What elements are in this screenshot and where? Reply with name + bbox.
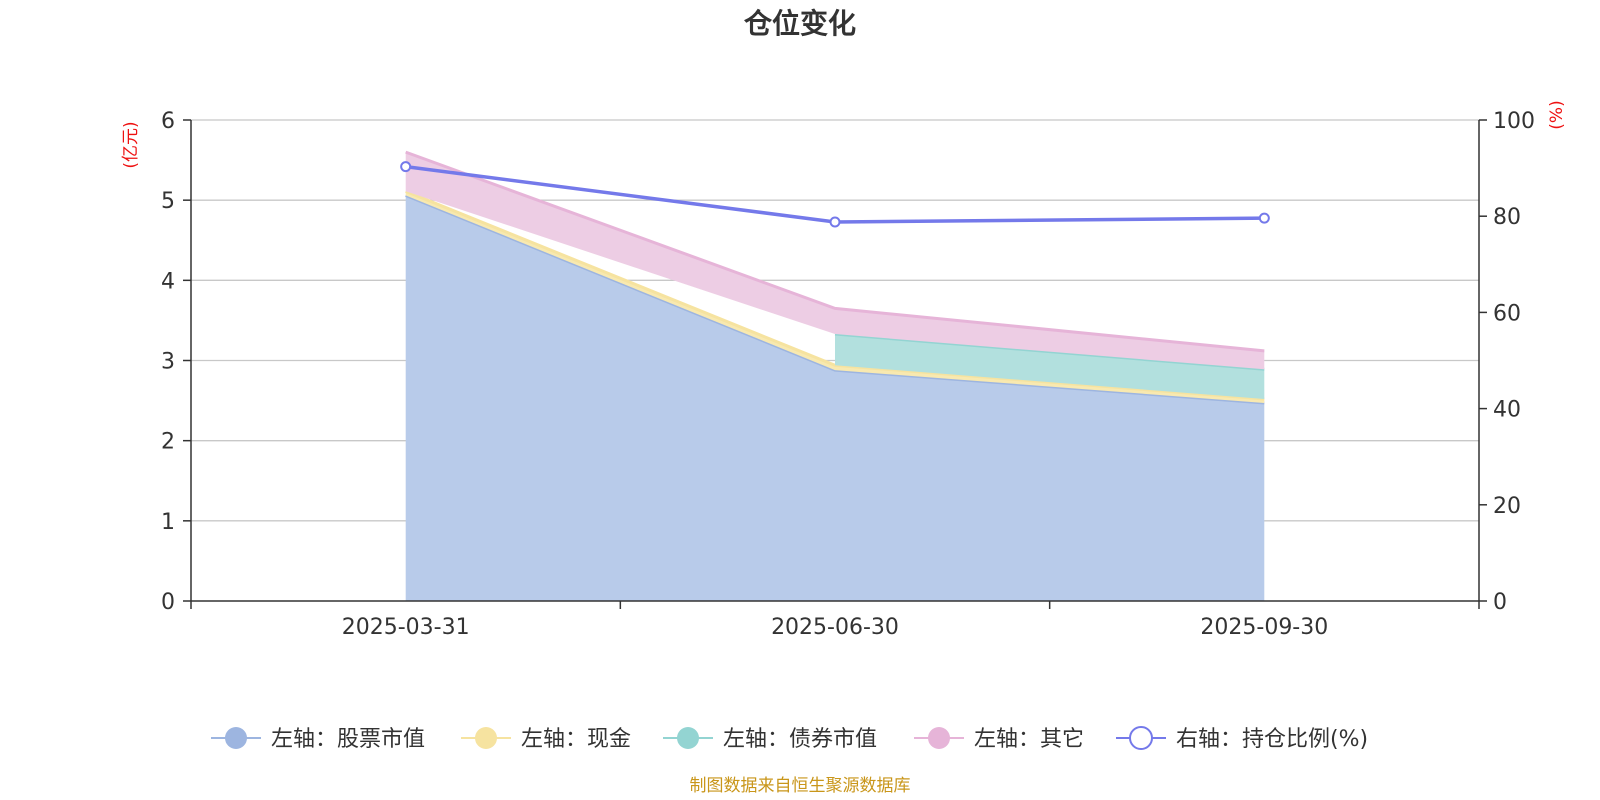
- x-tick-label: 2025-03-31: [342, 615, 470, 640]
- legend-swatch-marker: [225, 727, 247, 749]
- ratio-point-1: [829, 216, 841, 228]
- right-tick-label: 100: [1493, 109, 1535, 134]
- ratio-point-0: [400, 161, 412, 173]
- legend-label: 左轴：债券市值: [723, 727, 877, 752]
- left-tick-label: 4: [161, 269, 175, 294]
- source-note: 制图数据来自恒生聚源数据库: [690, 776, 911, 796]
- area-edge-3: [405, 150, 1265, 353]
- left-tick-label: 6: [161, 109, 175, 134]
- stacked-areas: [405, 150, 1265, 601]
- left-tick-label: 1: [161, 510, 175, 535]
- legend: 左轴：股票市值 左轴：现金 左轴：债券市值 左轴：其它 右轴：持仓比例(%): [211, 726, 1368, 752]
- legend-label: 左轴：股票市值: [271, 727, 425, 752]
- legend-item: 右轴：持仓比例(%): [1116, 726, 1368, 752]
- right-tick-label: 60: [1493, 301, 1521, 326]
- chart-title: 仓位变化: [744, 7, 856, 40]
- right-tick-label: 20: [1493, 494, 1521, 519]
- right-axis-unit: (%): [1547, 100, 1567, 129]
- x-tick-label: 2025-06-30: [771, 615, 899, 640]
- right-tick-label: 80: [1493, 205, 1521, 230]
- area-3: [405, 152, 1265, 370]
- area-0: [405, 195, 1265, 601]
- legend-swatch-marker: [928, 727, 950, 749]
- left-axis-unit: (亿元): [121, 121, 141, 168]
- legend-item: 左轴：现金: [461, 727, 631, 752]
- left-tick-label: 0: [161, 590, 175, 615]
- legend-swatch-marker: [677, 727, 699, 749]
- x-tick-label: 2025-09-30: [1200, 615, 1328, 640]
- legend-swatch-marker: [475, 727, 497, 749]
- legend-label: 右轴：持仓比例(%): [1176, 727, 1368, 752]
- left-tick-label: 2: [161, 430, 175, 455]
- legend-swatch-marker: [1129, 726, 1153, 750]
- left-tick-label: 3: [161, 350, 175, 375]
- left-tick-label: 5: [161, 189, 175, 214]
- ratio-point-2: [1258, 212, 1270, 224]
- legend-item: 左轴：债券市值: [663, 727, 877, 752]
- legend-item: 左轴：其它: [914, 727, 1084, 752]
- right-tick-label: 40: [1493, 398, 1521, 423]
- legend-item: 左轴：股票市值: [211, 727, 425, 752]
- area-2: [835, 334, 1265, 399]
- legend-label: 左轴：其它: [974, 727, 1084, 752]
- right-tick-label: 0: [1493, 590, 1507, 615]
- legend-label: 左轴：现金: [521, 727, 631, 752]
- ratio-line: [400, 161, 1270, 228]
